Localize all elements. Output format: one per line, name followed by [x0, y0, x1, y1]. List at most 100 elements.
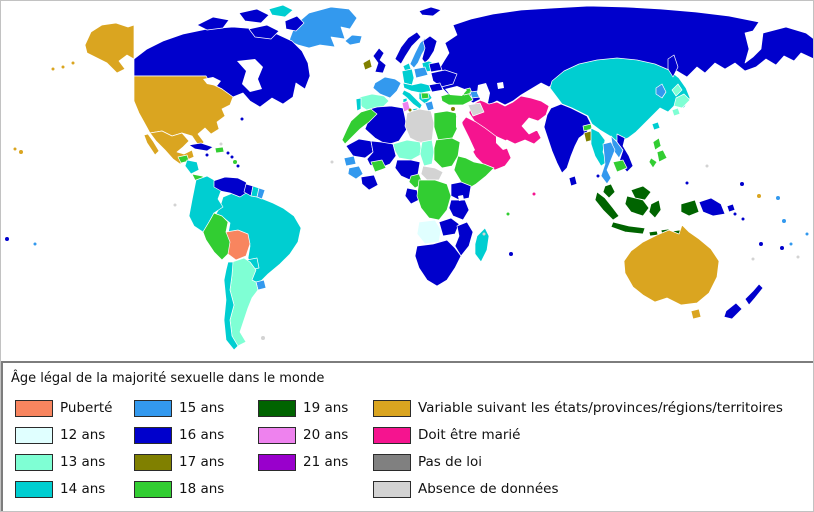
island-dot-pacific-blue-2 [759, 242, 763, 246]
island-dot-hawaii-2 [13, 147, 17, 151]
region-java [610, 221, 646, 235]
region-cuba [188, 142, 214, 152]
legend-item: Doit être marié [373, 426, 783, 444]
region-ivory-ghana [360, 174, 379, 191]
legend-item: 14 ans [15, 480, 112, 498]
legend-label: 13 ans [60, 454, 106, 470]
island-dot-pacific-blue-3 [780, 246, 784, 250]
legend-swatch [134, 399, 172, 417]
region-australia [623, 224, 720, 306]
island-dot-aleutian-1 [71, 61, 75, 65]
island-dot-pacific-light-2 [805, 232, 809, 236]
island-dot-pacific-gray-2 [796, 255, 800, 259]
region-norway [394, 31, 422, 65]
region-burkina [370, 159, 387, 173]
region-zambia [438, 217, 460, 237]
island-dot-guam [705, 164, 709, 168]
legend-label: 12 ans [60, 427, 106, 443]
legend-label: 16 ans [179, 427, 225, 443]
region-central-europe [402, 82, 432, 94]
legend-column-1: Puberté 12 ans 13 ans 14 ans [15, 399, 112, 498]
legend-label: 19 ans [303, 400, 349, 416]
island-dot-aleutian-2 [61, 65, 65, 69]
region-senegal [343, 155, 357, 167]
island-dot-comoros [482, 232, 486, 236]
region-arctic-island-2 [238, 8, 270, 24]
region-sri-lanka [568, 175, 578, 187]
region-sulawesi [648, 199, 662, 219]
region-germany [401, 68, 415, 86]
region-libya [404, 108, 435, 144]
island-dot-micronesia-1 [685, 181, 689, 185]
region-sumatra [594, 191, 620, 221]
region-kalimantan [624, 195, 650, 217]
legend-label: 18 ans [179, 481, 225, 497]
region-tanzania [448, 199, 470, 221]
island-dot-micronesia-2 [740, 182, 744, 186]
island-dot-galapagos [173, 203, 177, 207]
region-new-zealand-north [744, 283, 764, 306]
legend-item: Puberté [15, 399, 112, 417]
legend-swatch [258, 426, 296, 444]
legend-item: 15 ans [134, 399, 224, 417]
legend-label: 21 ans [303, 454, 349, 470]
region-new-britain [726, 203, 736, 213]
island-dot-malta [408, 108, 412, 112]
island-dot-cyprus [451, 107, 455, 111]
legend-item: 19 ans [258, 399, 348, 417]
region-greece [424, 100, 435, 112]
region-thailand [600, 141, 616, 185]
region-philippines-north [652, 137, 662, 151]
region-persian-gulf [496, 136, 509, 150]
legend-column-4: Variable suivant les états/provinces/rég… [373, 399, 783, 498]
legend-label: Variable suivant les états/provinces/rég… [418, 400, 783, 416]
island-dot-aleutian-3 [51, 67, 55, 71]
region-honduras-nicaragua [184, 159, 200, 175]
region-japan-honshu [673, 93, 691, 109]
legend-swatch [258, 399, 296, 417]
island-dot-caribbean-2 [230, 155, 234, 159]
island-dot-hawaii-1 [19, 150, 23, 154]
island-dot-cape-verde [330, 160, 334, 164]
legend-item: Absence de données [373, 480, 783, 498]
region-korea [655, 83, 667, 99]
legend-swatch [15, 426, 53, 444]
region-west-papua [680, 199, 700, 217]
legend-swatch [15, 480, 53, 498]
region-philippines-west [648, 157, 658, 169]
region-ukraine [430, 69, 458, 88]
island-dot-mauritius [509, 252, 513, 256]
legend-swatch [373, 453, 411, 471]
legend-label: Absence de données [418, 481, 559, 497]
island-dot-caribbean-3 [233, 160, 237, 164]
legend-swatch [134, 480, 172, 498]
legend-item: 17 ans [134, 453, 224, 471]
region-lake-victoria [458, 195, 464, 201]
region-philippines-east [656, 149, 668, 163]
region-portugal [355, 97, 362, 112]
region-mauritania [345, 138, 374, 159]
island-dot-solomon-1 [733, 212, 737, 216]
legend-label: Pas de loi [418, 454, 483, 470]
island-dot-pacific-blue-1 [776, 196, 780, 200]
region-syria [467, 102, 485, 117]
region-cambodia [612, 159, 628, 173]
legend-column-2: 15 ans 16 ans 17 ans 18 ans [134, 399, 224, 498]
island-dot-seychelles [506, 212, 510, 216]
legend-column-3: 19 ans 20 ans 21 ans [258, 399, 348, 471]
region-french-guiana [256, 187, 266, 200]
region-france [372, 76, 402, 99]
island-dot-solomon-2 [741, 217, 745, 221]
legend-item: 16 ans [134, 426, 224, 444]
legend-swatch [15, 453, 53, 471]
legend-swatch [134, 453, 172, 471]
region-taiwan [651, 121, 661, 131]
legend-item: 20 ans [258, 426, 348, 444]
region-arctic-island-1 [196, 16, 230, 31]
island-dot-pacific-light-1 [789, 242, 793, 246]
region-egypt [433, 110, 459, 141]
legend-label: 15 ans [179, 400, 225, 416]
region-arctic-island-cyan [268, 4, 294, 18]
region-china-mongolia [549, 57, 691, 143]
region-serbia [420, 92, 430, 100]
